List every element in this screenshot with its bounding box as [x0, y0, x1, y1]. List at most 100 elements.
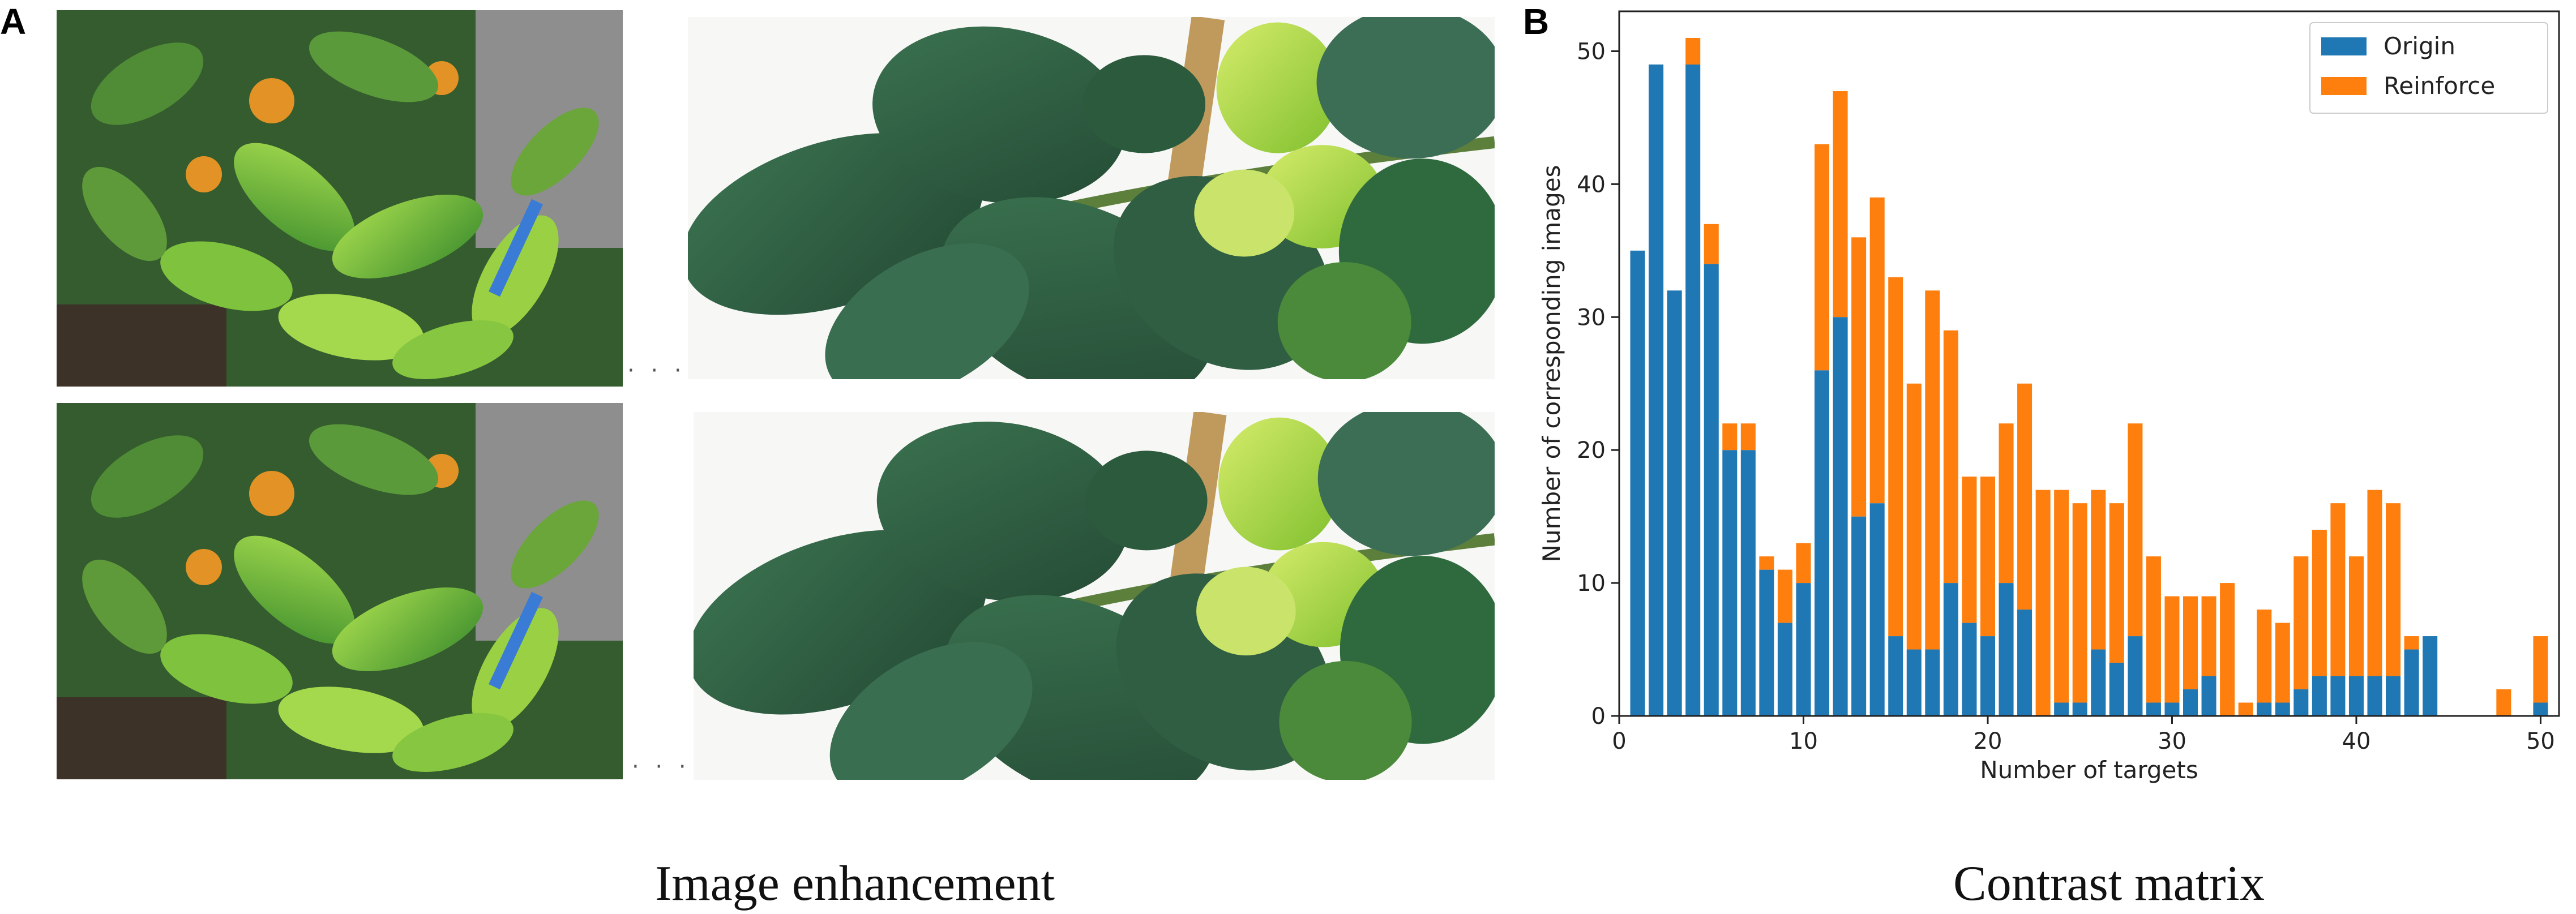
bar-origin-38 [2312, 676, 2327, 716]
x-tick-label: 30 [2158, 728, 2186, 754]
bar-reinforce-40 [2348, 556, 2364, 676]
ellipsis-bottom: · · · [632, 754, 691, 780]
y-axis-label: Number of corresponding images [1538, 165, 1565, 563]
caption-contrast-matrix: Contrast matrix [1953, 856, 2265, 911]
bar-reinforce-42 [2386, 503, 2401, 676]
bar-reinforce-23 [2035, 490, 2051, 716]
plot-frame [1618, 10, 2560, 717]
bar-origin-16 [1906, 649, 1922, 716]
bar-origin-26 [2091, 649, 2106, 716]
photo-enhanced-bush [57, 403, 623, 779]
bar-origin-4 [1685, 64, 1701, 716]
bar-reinforce-39 [2330, 503, 2346, 676]
bar-reinforce-30 [2164, 596, 2180, 703]
x-tick-label: 10 [1789, 728, 1818, 754]
y-tick-label: 30 [1577, 304, 1606, 331]
bar-origin-37 [2293, 689, 2309, 716]
x-tick-label: 50 [2526, 728, 2555, 754]
y-tick-label: 10 [1577, 570, 1606, 597]
panel-letter-a: A [0, 1, 26, 42]
bar-origin-40 [2348, 676, 2364, 716]
bar-origin-31 [2183, 689, 2198, 716]
bar-origin-27 [2109, 663, 2124, 716]
y-tick-label: 50 [1577, 38, 1606, 65]
bar-reinforce-15 [1888, 277, 1903, 637]
bar-origin-20 [1980, 636, 1995, 716]
bar-reinforce-34 [2238, 702, 2253, 716]
bar-reinforce-18 [1943, 330, 1958, 583]
bar-reinforce-6 [1722, 423, 1738, 450]
legend-swatch-origin [2321, 37, 2367, 55]
bar-origin-7 [1740, 450, 1756, 716]
bar-origin-39 [2330, 676, 2346, 716]
x-axis-label: Number of targets [1980, 756, 2198, 784]
bar-origin-32 [2201, 676, 2216, 716]
legend-box [2309, 22, 2548, 114]
bar-origin-42 [2386, 676, 2401, 716]
bar-origin-6 [1722, 450, 1738, 716]
bar-reinforce-16 [1906, 383, 1922, 650]
bar-reinforce-41 [2367, 490, 2382, 676]
bar-reinforce-24 [2054, 490, 2069, 703]
bar-origin-15 [1888, 636, 1903, 716]
bar-origin-8 [1759, 569, 1774, 716]
photo-original-bush [57, 10, 623, 387]
bar-reinforce-13 [1851, 237, 1867, 517]
bar-origin-12 [1833, 317, 1848, 716]
bar-reinforce-50 [2533, 636, 2548, 703]
bar-reinforce-33 [2220, 583, 2235, 716]
bar-reinforce-8 [1759, 556, 1774, 570]
bar-origin-3 [1667, 290, 1682, 716]
legend-label-reinforce: Reinforce [2384, 72, 2495, 100]
bar-reinforce-7 [1740, 423, 1756, 450]
y-tick-label: 20 [1577, 437, 1606, 464]
bar-origin-14 [1869, 503, 1885, 716]
bar-origin-17 [1925, 649, 1940, 716]
y-tick-label: 0 [1591, 703, 1606, 730]
bar-origin-28 [2128, 636, 2143, 716]
photo-original-closeup [658, 6, 1505, 444]
bar-reinforce-9 [1777, 569, 1792, 623]
bar-origin-41 [2367, 676, 2382, 716]
x-tick-label: 20 [1974, 728, 2002, 754]
panel-letter-b: B [1523, 1, 1549, 42]
bar-reinforce-10 [1796, 543, 1811, 583]
x-tick-label: 0 [1612, 728, 1626, 754]
bar-reinforce-12 [1833, 91, 1848, 317]
bar-reinforce-35 [2257, 610, 2272, 703]
bar-reinforce-19 [1962, 477, 1977, 623]
x-tick-label: 40 [2342, 728, 2371, 754]
bar-reinforce-22 [2017, 383, 2032, 610]
bar-origin-18 [1943, 583, 1958, 716]
bar-reinforce-5 [1704, 224, 1719, 264]
bar-origin-30 [2164, 702, 2180, 716]
bar-origin-13 [1851, 516, 1867, 716]
legend-label-origin: Origin [2384, 32, 2455, 60]
bar-origin-36 [2275, 702, 2290, 716]
bar-origin-10 [1796, 583, 1811, 716]
legend-swatch-reinforce [2321, 77, 2367, 95]
bar-reinforce-29 [2146, 556, 2161, 703]
photo-enhanced-closeup [665, 401, 1506, 846]
bar-reinforce-17 [1925, 290, 1940, 650]
bar-reinforce-20 [1980, 477, 1995, 637]
bar-origin-24 [2054, 702, 2069, 716]
bar-reinforce-26 [2091, 490, 2106, 650]
bar-reinforce-4 [1685, 37, 1701, 65]
bar-origin-29 [2146, 702, 2161, 716]
bar-reinforce-21 [1999, 423, 2014, 583]
bar-origin-43 [2404, 649, 2419, 716]
bar-origin-50 [2533, 702, 2548, 716]
y-tick-label: 40 [1577, 171, 1606, 198]
ellipsis-top: · · · [627, 358, 686, 384]
bar-origin-1 [1630, 250, 1645, 716]
bar-reinforce-37 [2293, 556, 2309, 690]
bar-origin-19 [1962, 623, 1977, 716]
bar-reinforce-38 [2312, 530, 2327, 676]
bar-origin-11 [1815, 370, 1830, 716]
bar-reinforce-32 [2201, 596, 2216, 676]
bar-chart: 0 10 20 30 40 50 0 10 20 30 40 50 Number of target… [1538, 10, 2560, 784]
bar-reinforce-43 [2404, 636, 2419, 650]
caption-image-enhancement: Image enhancement [655, 856, 1055, 911]
